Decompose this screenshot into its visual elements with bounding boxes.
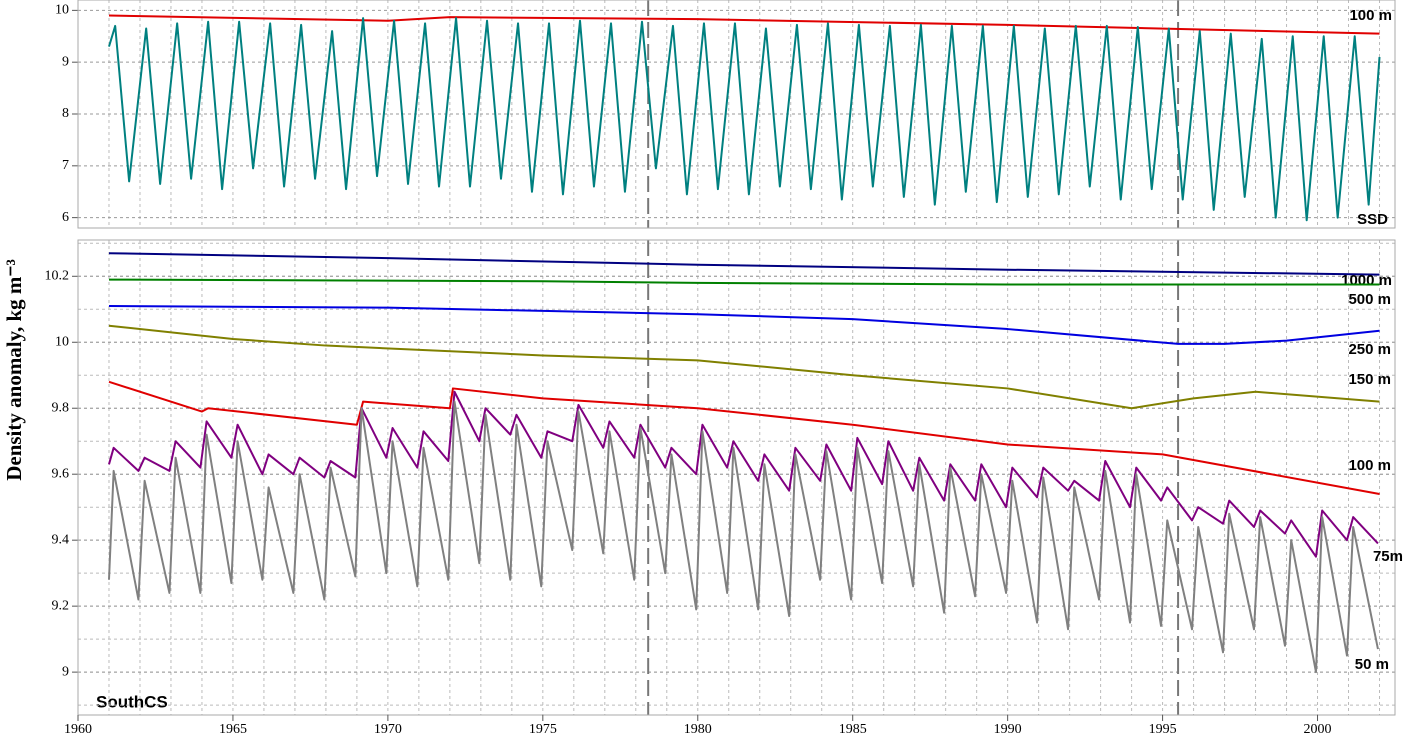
x-tick-label: 1985 [839, 722, 867, 737]
panel-frame [77, 239, 1396, 716]
x-tick-label: 1995 [1149, 722, 1177, 737]
series-label: 100 m [1349, 7, 1392, 24]
series-line [108, 390, 1379, 558]
x-tick-label: 1965 [219, 722, 247, 737]
series-label: 250 m [1348, 341, 1391, 358]
series-line [108, 252, 1380, 276]
series-line [108, 17, 1381, 222]
x-tick-label: 2000 [1304, 722, 1332, 737]
y-tick-label: 9.6 [52, 466, 70, 481]
y-tick-label: 9.4 [52, 532, 70, 547]
annotation: SouthCS [96, 692, 168, 711]
x-tick-label: 1960 [64, 722, 92, 737]
y-axis-label: Density anomaly, kg m⁻³ [2, 259, 26, 481]
y-tick-label: 7 [62, 158, 69, 173]
y-tick-label: 9 [62, 664, 69, 679]
series-label: SSD [1357, 211, 1388, 228]
y-tick-label: 9 [62, 54, 69, 69]
series-label: 50 m [1355, 656, 1389, 673]
y-tick-label: 8 [62, 106, 69, 121]
series-line [108, 14, 1380, 35]
series-line [108, 324, 1380, 410]
y-tick-label: 10 [55, 334, 69, 349]
x-tick-label: 1980 [684, 722, 712, 737]
series-label: 1000 m [1341, 272, 1392, 289]
series-line [108, 380, 1380, 495]
x-tick-label: 1990 [994, 722, 1022, 737]
series-line [108, 278, 1380, 286]
series-label: 150 m [1348, 371, 1391, 388]
series-label: 500 m [1348, 291, 1391, 308]
y-tick-label: 6 [62, 210, 69, 225]
series-label: 75m [1373, 548, 1403, 565]
y-tick-label: 9.8 [52, 400, 70, 415]
panel-frame [77, 0, 1396, 229]
x-tick-label: 1975 [529, 722, 557, 737]
series-line [107, 400, 1379, 674]
series-line [108, 304, 1380, 345]
y-tick-label: 10 [55, 3, 69, 18]
series-label: 100 m [1348, 457, 1391, 474]
x-tick-label: 1970 [374, 722, 402, 737]
y-tick-label: 9.2 [52, 598, 70, 613]
y-tick-label: 10.2 [45, 269, 70, 284]
